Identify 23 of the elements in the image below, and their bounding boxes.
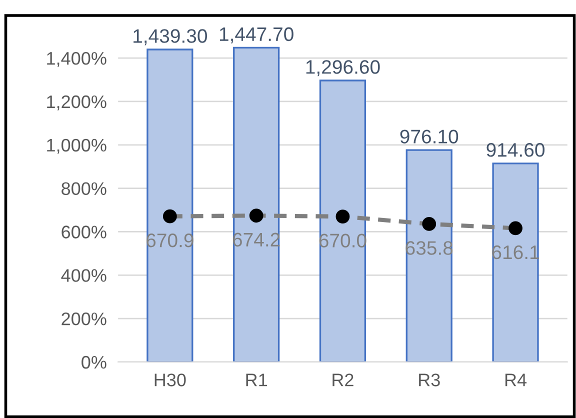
bar (146, 48, 194, 362)
data-label: 976.10 (400, 130, 458, 144)
bar (233, 46, 280, 362)
y-tick-label: 1,400% (47, 52, 106, 67)
y-tick-label: 0% (82, 356, 106, 369)
y-tick-label: 800% (62, 182, 106, 196)
data-label: 1,439.30 (134, 29, 208, 46)
x-tick-label: H30 (154, 374, 186, 386)
y-tick-label: 1,200% (47, 95, 106, 110)
x-tick-label: R1 (246, 374, 267, 386)
data-label: 1,296.60 (306, 60, 380, 76)
y-tick-label: 600% (62, 226, 106, 238)
bar (406, 149, 452, 362)
y-tick-label: 400% (61, 269, 106, 282)
bar (319, 80, 366, 362)
x-tick-label: R3 (419, 374, 440, 386)
y-tick-label: 1,000% (47, 138, 106, 154)
data-label: 1,447.70 (220, 27, 294, 44)
x-tick-label: R2 (332, 374, 354, 386)
data-label: 914.60 (486, 143, 544, 157)
y-tick-label: 200% (62, 312, 106, 326)
bar (492, 162, 539, 362)
x-tick-label: R4 (505, 374, 527, 386)
